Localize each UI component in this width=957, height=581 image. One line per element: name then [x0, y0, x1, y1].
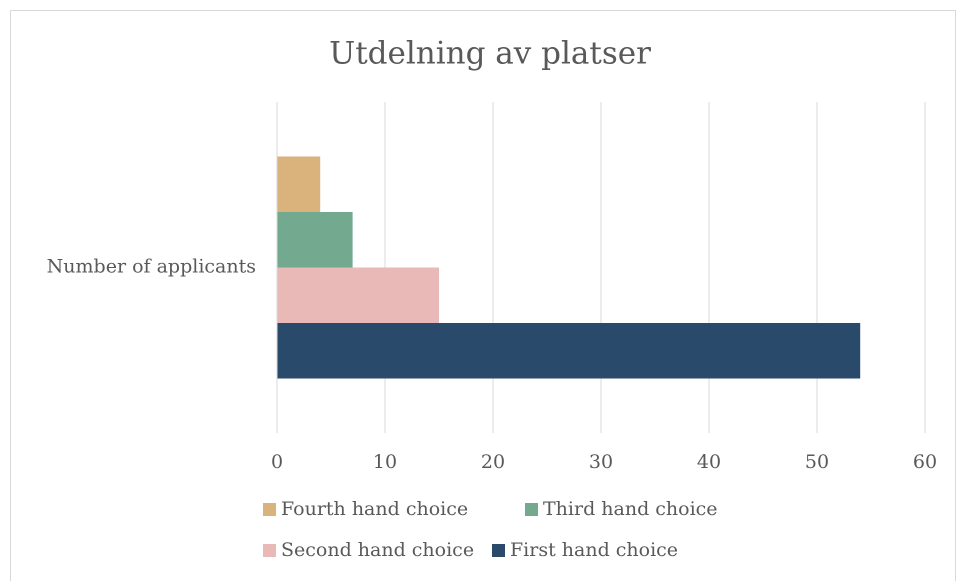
x-tick-label: 30 — [589, 451, 613, 473]
bar — [277, 212, 353, 268]
legend-label: First hand choice — [510, 539, 678, 561]
legend-swatch — [525, 503, 538, 516]
x-tick-label: 50 — [805, 451, 829, 473]
chart-border — [10, 10, 956, 581]
legend-swatch — [492, 544, 505, 557]
legend-swatch — [263, 503, 276, 516]
x-tick-label: 60 — [913, 451, 937, 473]
x-tick-label: 20 — [481, 451, 505, 473]
chart-title: Utdelning av platser — [329, 36, 651, 72]
x-tick-label: 0 — [271, 451, 283, 473]
legend-swatch — [263, 544, 276, 557]
bar — [277, 267, 439, 323]
y-tick-label: Number of applicants — [47, 256, 256, 278]
legend-label: Fourth hand choice — [281, 498, 468, 520]
x-tick-label: 10 — [373, 451, 397, 473]
legend-label: Second hand choice — [281, 539, 474, 561]
x-tick-label: 40 — [697, 451, 721, 473]
bar — [277, 323, 861, 379]
bar — [277, 156, 321, 212]
legend-label: Third hand choice — [543, 498, 718, 520]
